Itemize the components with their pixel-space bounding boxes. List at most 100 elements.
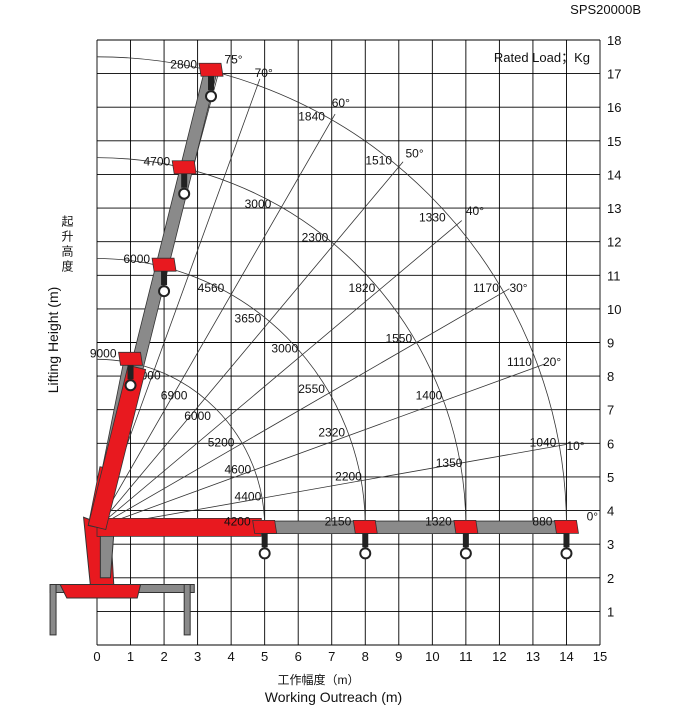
y-tick-label: 9 xyxy=(607,336,614,351)
boom-head-block xyxy=(252,519,278,534)
hook-icon xyxy=(158,285,171,298)
x-axis-label-cn: 工作幅度（m） xyxy=(278,672,360,687)
load-label: 1350 xyxy=(436,456,463,470)
angle-label: 30° xyxy=(509,281,527,295)
boom-head-load: 2800 xyxy=(170,57,197,71)
x-tick-label: 3 xyxy=(194,649,201,664)
boom-head-block xyxy=(151,257,177,272)
load-label: 1820 xyxy=(349,281,376,295)
load-label: 1550 xyxy=(385,332,412,346)
boom-head-block xyxy=(352,519,378,534)
angle-label: 75° xyxy=(224,53,242,67)
x-tick-label: 7 xyxy=(328,649,335,664)
x-tick-label: 13 xyxy=(526,649,540,664)
y-tick-label: 18 xyxy=(607,33,621,48)
rated-load-note: Rated Load；Kg xyxy=(494,50,590,66)
hook-icon xyxy=(124,379,137,392)
load-label: 1510 xyxy=(365,153,392,167)
load-label: 3000 xyxy=(245,197,272,211)
boom-head-block xyxy=(554,519,579,534)
x-tick-label: 10 xyxy=(425,649,439,664)
y-tick-label: 8 xyxy=(607,369,614,384)
angle-label: 10° xyxy=(566,439,584,453)
angle-ray xyxy=(96,161,404,528)
crane-base xyxy=(49,516,195,636)
x-axis-label: Working Outreach (m) xyxy=(265,689,402,705)
x-tick-label: 2 xyxy=(160,649,167,664)
boom-head-block xyxy=(453,519,479,534)
base-plate xyxy=(59,584,142,599)
angle-label: 60° xyxy=(332,96,350,110)
load-label: 4560 xyxy=(198,281,225,295)
angle-ray xyxy=(96,288,510,528)
boom-head-block xyxy=(118,351,143,366)
boom-head xyxy=(118,351,143,392)
y-tick-label: 17 xyxy=(607,67,621,82)
load-label: 3650 xyxy=(235,311,262,325)
hook-block xyxy=(181,173,188,188)
y-tick-label: 1 xyxy=(607,604,614,619)
load-label: 2550 xyxy=(298,382,325,396)
load-label: 3000 xyxy=(271,342,298,356)
y-tick-label: 3 xyxy=(607,537,614,552)
angle-label: 70° xyxy=(255,66,273,80)
hook-icon xyxy=(459,547,472,560)
boom-head xyxy=(352,519,378,560)
hook-block xyxy=(261,533,268,548)
angle-label: 20° xyxy=(543,355,561,369)
angle-rays xyxy=(96,66,574,528)
outrigger-leg-right xyxy=(183,584,191,636)
load-label: 2200 xyxy=(335,469,362,483)
y-tick-label: 14 xyxy=(607,167,621,182)
x-tick-label: 15 xyxy=(593,649,607,664)
y-tick-label: 4 xyxy=(607,504,614,519)
boom-head-load: 880 xyxy=(532,514,552,528)
model-title: SPS20000B xyxy=(570,2,641,17)
load-label: 1170 xyxy=(473,281,499,295)
hook-block xyxy=(563,533,570,548)
load-label: 1330 xyxy=(419,211,446,225)
y-tick-label: 12 xyxy=(607,235,621,250)
load-label: 4600 xyxy=(224,463,251,477)
load-label: 1400 xyxy=(416,389,443,403)
boom-head-block xyxy=(171,160,197,175)
hook-block xyxy=(127,365,134,380)
boom-head-load: 2150 xyxy=(325,514,352,528)
boom-head-load: 9000 xyxy=(90,346,117,360)
x-tick-label: 14 xyxy=(559,649,573,664)
hook-icon xyxy=(560,547,573,560)
x-tick-label: 5 xyxy=(261,649,268,664)
x-tick-label: 6 xyxy=(295,649,302,664)
y-tick-label: 2 xyxy=(607,571,614,586)
y-tick-label: 7 xyxy=(607,403,614,418)
load-label: 4400 xyxy=(235,489,262,503)
angle-label: 50° xyxy=(406,147,424,161)
load-label: 2320 xyxy=(318,426,345,440)
hook-icon xyxy=(205,90,218,103)
load-label: 5200 xyxy=(208,436,235,450)
boom-head-load: 6000 xyxy=(123,252,150,266)
boom-head xyxy=(151,257,177,298)
x-tick-label: 0 xyxy=(93,649,100,664)
angle-ray xyxy=(96,363,545,528)
hook-icon xyxy=(178,187,191,200)
x-tick-label: 8 xyxy=(362,649,369,664)
boom-head xyxy=(171,160,197,200)
y-tick-label: 6 xyxy=(607,436,614,451)
x-tick-label: 12 xyxy=(492,649,506,664)
boom-head-load: 1320 xyxy=(425,514,452,528)
angle-ray xyxy=(96,113,336,528)
boom-extension xyxy=(260,520,567,535)
hook-block xyxy=(208,76,215,91)
load-label: 6000 xyxy=(184,409,211,423)
y-axis-label-cn: 起升高度 xyxy=(60,215,74,275)
hook-block xyxy=(362,533,369,548)
boom-extension xyxy=(130,68,218,370)
y-tick-label: 16 xyxy=(607,100,621,115)
x-tick-label: 1 xyxy=(127,649,134,664)
y-tick-label: 10 xyxy=(607,302,621,317)
angle-label: 0° xyxy=(587,510,599,524)
angle-label: 40° xyxy=(466,204,484,218)
boom-head-load: 4700 xyxy=(143,155,170,169)
